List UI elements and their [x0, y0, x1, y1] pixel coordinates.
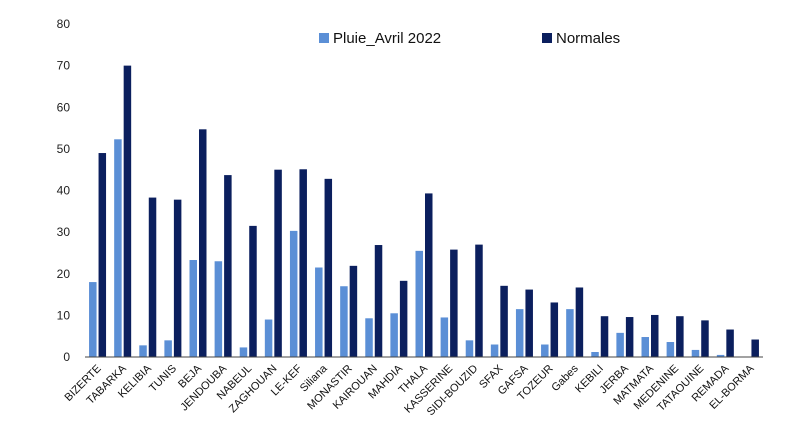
bar-normales	[525, 289, 533, 357]
bar-normales	[425, 193, 433, 357]
legend-label: Normales	[556, 30, 620, 47]
bar-normales	[374, 245, 383, 357]
y-tick-label: 50	[57, 142, 71, 156]
bar-normales	[148, 197, 157, 357]
bar-normales	[450, 249, 458, 357]
y-tick-label: 20	[57, 267, 71, 281]
bar-pluie	[541, 344, 549, 357]
bar-pluie	[465, 340, 474, 357]
bar-pluie	[566, 309, 574, 357]
x-category-label: TUNIS	[147, 363, 179, 395]
bar-normales	[500, 285, 508, 357]
legend-swatch	[319, 33, 329, 43]
bar-normales	[98, 153, 107, 357]
bar-pluie	[641, 337, 649, 357]
bar-pluie	[515, 309, 524, 357]
bar-normales	[600, 316, 609, 357]
bar-normales	[475, 244, 483, 357]
y-axis: 0 10 20 30 40 50 60 70 80	[57, 17, 71, 364]
bar-normales	[274, 169, 282, 357]
y-tick-label: 60	[57, 100, 71, 114]
bar-normales	[173, 199, 182, 357]
bar-pluie	[440, 317, 449, 357]
bar-normales	[751, 339, 759, 357]
bar-pluie	[239, 347, 248, 357]
bar-pluie	[591, 352, 599, 357]
bar-normales	[726, 329, 734, 357]
bar-normales	[701, 320, 709, 357]
bar-normales	[299, 169, 307, 357]
bar-pluie	[164, 340, 172, 357]
legend-label: Pluie_Avril 2022	[333, 30, 441, 47]
bar-pluie	[139, 345, 147, 357]
bar-pluie	[415, 250, 423, 357]
bar-normales	[399, 280, 408, 357]
bar-normales	[249, 225, 257, 357]
bar-normales	[123, 65, 132, 357]
bar-pluie	[214, 261, 223, 357]
x-axis: BIZERTETABARKAKELIBIATUNISBEJAJENDOUBANA…	[62, 356, 763, 418]
bar-normales	[625, 317, 634, 357]
bar-normales	[199, 129, 207, 357]
y-tick-label: 0	[63, 350, 70, 364]
plot-area	[89, 65, 759, 357]
legend-swatch	[542, 33, 552, 43]
bar-pluie	[666, 342, 675, 357]
bar-pluie	[340, 286, 348, 357]
bar-pluie	[264, 319, 273, 357]
bar-normales	[324, 178, 333, 357]
bar-pluie	[315, 267, 323, 357]
bar-pluie	[289, 230, 298, 357]
y-tick-label: 10	[57, 308, 71, 322]
bar-normales	[575, 287, 584, 357]
y-tick-label: 70	[57, 59, 71, 73]
bar-normales	[349, 265, 358, 357]
bar-pluie	[716, 354, 725, 357]
y-tick-label: 30	[57, 225, 71, 239]
bar-normales	[550, 302, 559, 357]
bar-pluie	[390, 313, 398, 357]
bar-pluie	[691, 349, 700, 357]
legend: Pluie_Avril 2022 Normales	[319, 30, 620, 47]
y-tick-label: 80	[57, 17, 71, 31]
bar-normales	[676, 316, 684, 357]
bar-pluie	[114, 139, 122, 357]
y-tick-label: 40	[57, 184, 71, 198]
bar-pluie	[365, 318, 373, 357]
bar-pluie	[189, 260, 197, 357]
bar-pluie	[89, 282, 97, 357]
bar-normales	[651, 314, 659, 357]
bar-normales	[224, 175, 232, 357]
bar-pluie	[490, 344, 499, 357]
bar-pluie	[616, 332, 624, 357]
